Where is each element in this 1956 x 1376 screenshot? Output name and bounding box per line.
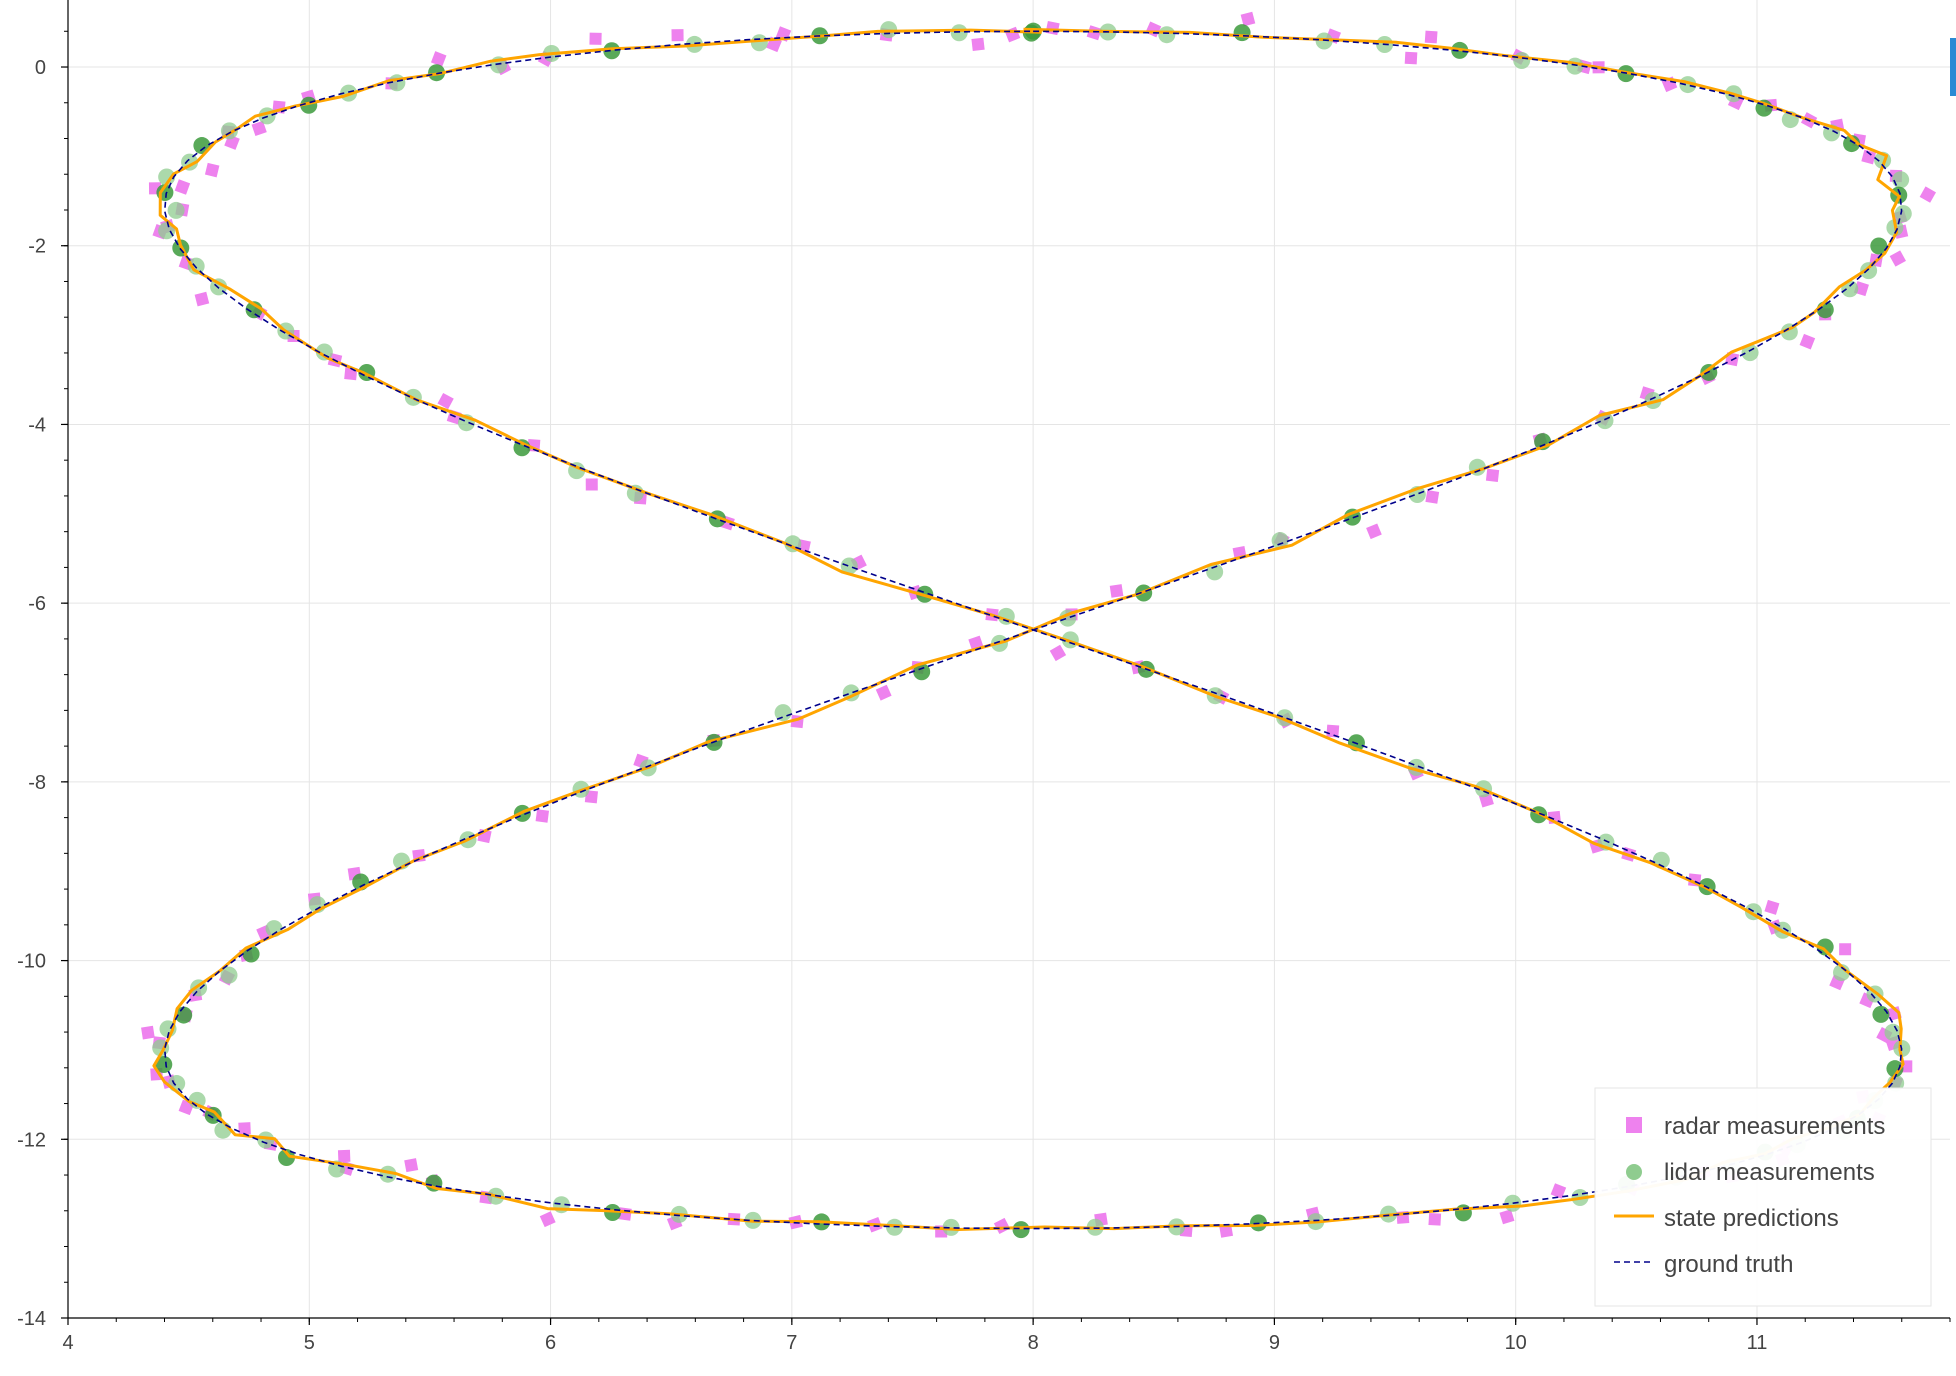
radar-series: [141, 12, 1936, 1238]
radar-point: [1405, 52, 1418, 65]
radar-point: [540, 1211, 556, 1227]
radar-point: [1764, 900, 1779, 915]
radar-point: [994, 1218, 1010, 1234]
y-tick-label: -12: [17, 1129, 46, 1151]
radar-point: [1890, 250, 1906, 266]
radar-point: [671, 29, 683, 41]
radar-point: [1050, 645, 1066, 661]
toolbar-edge[interactable]: [1950, 38, 1956, 96]
radar-point: [589, 33, 601, 45]
radar-point: [141, 1026, 155, 1040]
radar-point: [404, 1158, 418, 1172]
radar-point: [338, 1150, 350, 1162]
lidar-point: [951, 24, 968, 41]
radar-point: [1046, 21, 1060, 35]
prediction-series: [154, 29, 1903, 1229]
lidar-point: [1158, 26, 1175, 43]
lidar-point: [1872, 1006, 1889, 1023]
radar-point: [1920, 186, 1936, 202]
lidar-point: [751, 34, 768, 51]
y-tick-label: -14: [17, 1308, 46, 1330]
legend-prediction-label: state predictions: [1664, 1205, 1839, 1232]
radar-point: [1839, 943, 1851, 955]
x-tick-label: 7: [786, 1332, 797, 1354]
x-tick-label: 5: [304, 1332, 315, 1354]
legend-lidar-swatch: [1626, 1164, 1642, 1180]
y-tick-label: -2: [28, 236, 46, 258]
x-tick-label: 11: [1747, 1332, 1768, 1354]
lidar-point: [1567, 58, 1584, 75]
radar-point: [1005, 27, 1021, 43]
radar-point: [205, 163, 219, 177]
lidar-point: [257, 1131, 274, 1148]
radar-point: [1241, 12, 1256, 27]
radar-point: [1425, 490, 1439, 504]
lidar-point: [1892, 171, 1909, 188]
radar-point: [1800, 334, 1816, 350]
lidar-point: [1013, 1221, 1030, 1238]
lidar-point: [880, 21, 897, 38]
prediction-line: [154, 29, 1903, 1229]
lidar-point: [1513, 52, 1530, 69]
lidar-point: [168, 1075, 185, 1092]
radar-point: [971, 38, 984, 51]
lidar-point: [1234, 24, 1251, 41]
y-tick-label: -8: [28, 772, 46, 794]
y-tick-label: -4: [28, 414, 46, 436]
y-tick-label: -6: [28, 593, 46, 615]
radar-point: [1486, 469, 1499, 482]
radar-point: [431, 51, 447, 67]
radar-point: [195, 292, 210, 307]
radar-point: [175, 179, 190, 194]
radar-point: [1425, 31, 1438, 44]
legend-radar-label: radar measurements: [1664, 1113, 1885, 1140]
lidar-point: [214, 1122, 231, 1139]
x-tick-label: 10: [1505, 1332, 1527, 1354]
legend-lidar-label: lidar measurements: [1664, 1159, 1875, 1186]
legend: radar measurements lidar measurements st…: [1595, 1088, 1931, 1306]
lidar-point: [168, 202, 185, 219]
radar-point: [1326, 725, 1339, 738]
radar-point: [1366, 523, 1382, 539]
lidar-point: [1455, 1204, 1472, 1221]
radar-point: [1110, 584, 1124, 598]
radar-point: [876, 685, 892, 701]
radar-point: [536, 809, 549, 822]
radar-point: [1428, 1213, 1441, 1226]
x-tick-label: 8: [1028, 1332, 1039, 1354]
x-tick-label: 6: [545, 1332, 556, 1354]
radar-point: [238, 1122, 251, 1135]
x-tick-label: 4: [62, 1332, 73, 1354]
x-tick-label: 9: [1269, 1332, 1280, 1354]
y-tick-label: 0: [35, 57, 46, 79]
y-tick-label: -10: [17, 951, 46, 973]
legend-radar-swatch: [1626, 1117, 1642, 1133]
legend-truth-label: ground truth: [1664, 1251, 1793, 1278]
radar-point: [586, 478, 598, 490]
